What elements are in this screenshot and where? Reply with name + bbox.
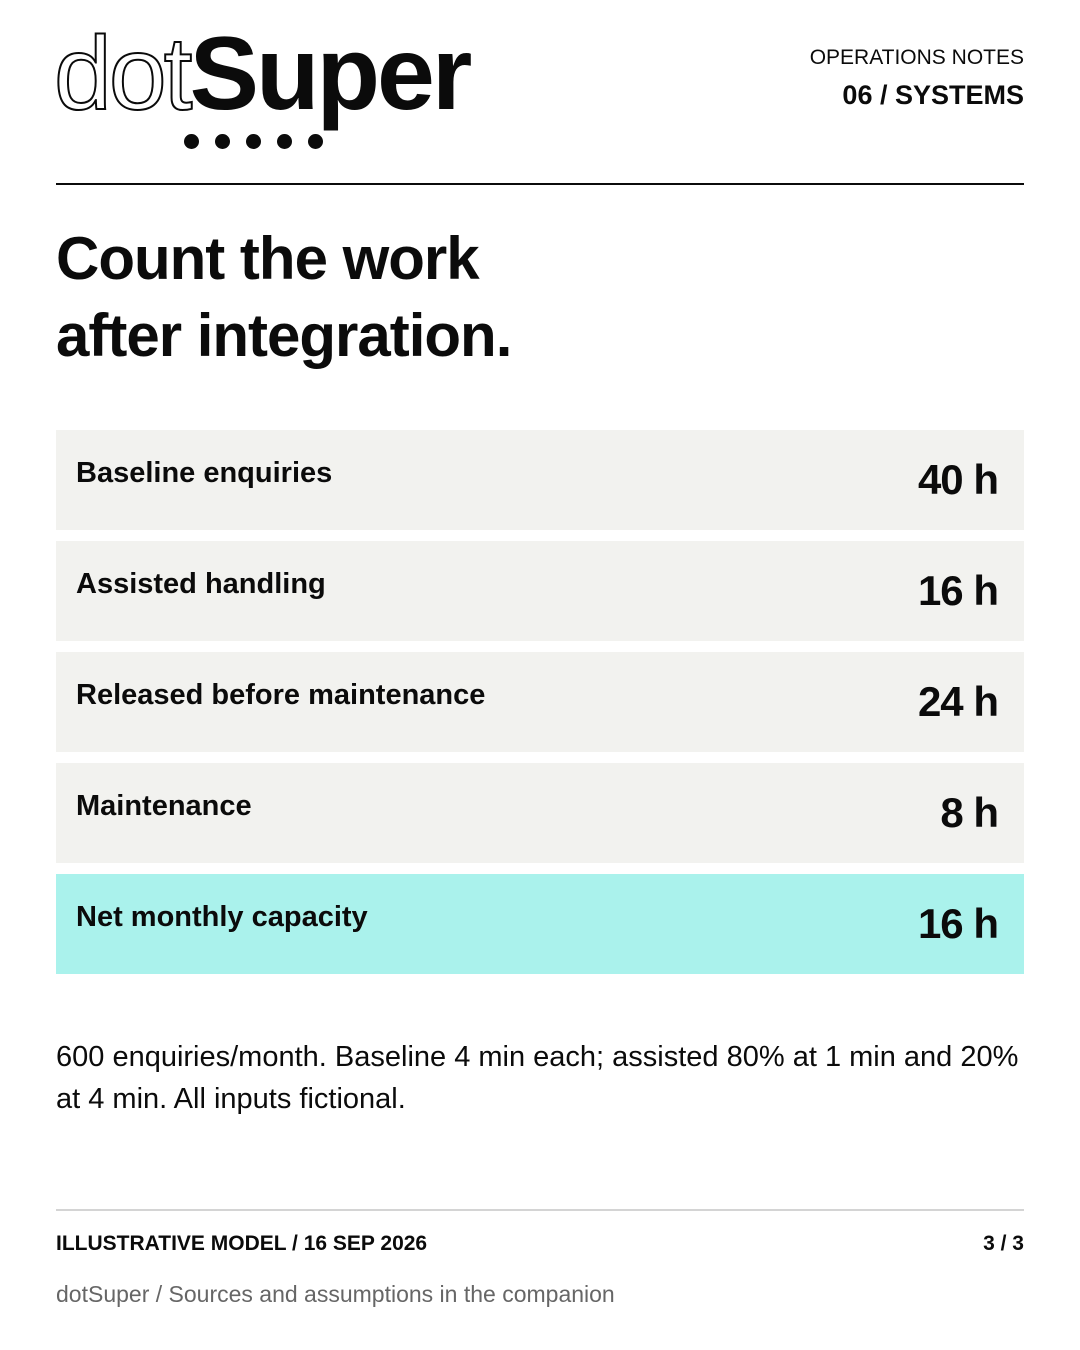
row-label: Released before maintenance bbox=[76, 678, 486, 711]
row-label: Baseline enquiries bbox=[76, 456, 333, 489]
note: 600 enquiries/month. Baseline 4 min each… bbox=[56, 1041, 1019, 1115]
table-row: Released before maintenance 24 h bbox=[56, 652, 1024, 752]
table-row: Assisted handling 16 h bbox=[56, 541, 1024, 641]
logo-bold: Super bbox=[189, 16, 473, 132]
table-row: Net monthly capacity 16 h bbox=[56, 874, 1024, 974]
row-value: 24 h bbox=[917, 678, 999, 725]
footer-label: ILLUSTRATIVE MODEL / 16 SEP 2026 bbox=[56, 1232, 428, 1255]
logo-light: dot bbox=[53, 16, 194, 132]
row-label: Maintenance bbox=[76, 789, 252, 822]
row-label: Assisted handling bbox=[76, 567, 326, 600]
row-value: 40 h bbox=[917, 456, 999, 503]
table: Baseline enquiries 40 h Assisted handling 1… bbox=[56, 430, 1024, 985]
footer-divider bbox=[56, 1209, 1024, 1211]
logo: dotSuper bbox=[53, 21, 472, 127]
title-line: after integration. bbox=[56, 302, 512, 369]
title: Count the work after integration. bbox=[56, 220, 512, 374]
row-value: 16 h bbox=[917, 567, 999, 614]
table-row: Baseline enquiries 40 h bbox=[56, 430, 1024, 530]
page-number: 3 / 3 bbox=[983, 1232, 1024, 1255]
table-row: Maintenance 8 h bbox=[56, 763, 1024, 863]
row-value: 8 h bbox=[940, 789, 999, 836]
row-value: 16 h bbox=[917, 900, 999, 947]
logo-dots bbox=[184, 134, 323, 149]
section: 06 / SYSTEMS bbox=[842, 80, 1024, 110]
kicker: OPERATIONS NOTES bbox=[809, 46, 1024, 69]
title-line: Count the work bbox=[56, 225, 480, 292]
source: dotSuper / Sources and assumptions in th… bbox=[56, 1281, 615, 1307]
divider bbox=[56, 183, 1024, 185]
row-label: Net monthly capacity bbox=[76, 900, 368, 933]
